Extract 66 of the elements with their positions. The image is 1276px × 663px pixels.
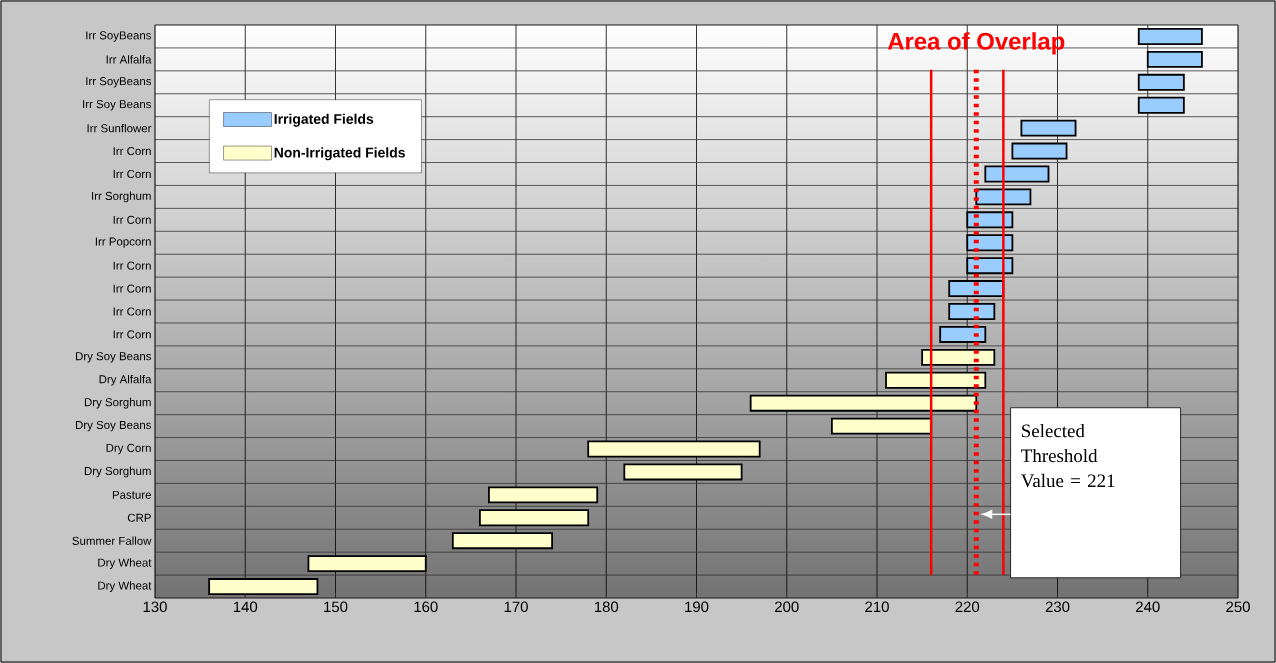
bar bbox=[921, 348, 996, 366]
x-tick-label: 160 bbox=[414, 601, 438, 613]
y-tick-label: Dry Sorghum bbox=[84, 466, 151, 478]
bar bbox=[1137, 96, 1185, 114]
y-tick-label: Irr Corn bbox=[113, 261, 151, 270]
bar bbox=[984, 165, 1050, 183]
ref-line-label: Selected Threshold Value = 221 bbox=[1021, 423, 1115, 488]
bar bbox=[479, 509, 590, 527]
y-tick-label: Dry Soy Beans bbox=[76, 420, 152, 432]
y-tick-label: Irr Soy Beans bbox=[83, 100, 152, 111]
bar bbox=[885, 371, 987, 389]
bar bbox=[966, 257, 1014, 275]
bar bbox=[1020, 119, 1077, 137]
y-tick-label: Irr Corn bbox=[113, 169, 151, 179]
y-tick-label: Irr Sorghum bbox=[92, 191, 151, 203]
y-tick-label: Dry Sorghum bbox=[84, 397, 151, 409]
bar bbox=[623, 463, 743, 481]
bar bbox=[1011, 142, 1068, 160]
y-tick-label: Summer Fallow bbox=[72, 536, 152, 545]
bar bbox=[488, 486, 599, 504]
bar bbox=[307, 555, 427, 573]
bar bbox=[948, 280, 1005, 298]
bar bbox=[587, 440, 761, 458]
bar bbox=[749, 394, 978, 412]
bar bbox=[1137, 73, 1185, 91]
legend-label: Non-Irrigated Fields bbox=[274, 147, 405, 161]
y-tick-label: Dry Alfalfa bbox=[99, 374, 152, 386]
bar bbox=[208, 578, 319, 596]
bar bbox=[975, 188, 1032, 206]
y-tick-label: CRP bbox=[127, 513, 151, 522]
x-tick-label: 170 bbox=[504, 601, 528, 613]
x-tick-label: 190 bbox=[685, 601, 709, 613]
y-tick-label: Irr Popcorn bbox=[95, 237, 151, 248]
y-tick-label: Irr Corn bbox=[113, 307, 151, 316]
bar bbox=[966, 211, 1014, 229]
bar bbox=[830, 417, 933, 435]
y-tick-label: Irr Sunflower bbox=[87, 123, 152, 133]
y-tick-label: Irr Alfalfa bbox=[106, 55, 152, 64]
x-tick-label: 230 bbox=[1045, 601, 1070, 613]
y-tick-label: Irr Corn bbox=[113, 284, 151, 293]
x-tick-label: 140 bbox=[233, 601, 258, 613]
x-tick-label: 250 bbox=[1226, 601, 1250, 613]
bar bbox=[939, 325, 987, 343]
y-tick-label: Irr Corn bbox=[113, 147, 151, 156]
y-tick-label: Dry Corn bbox=[106, 443, 151, 455]
x-tick-label: 150 bbox=[324, 601, 348, 613]
y-tick-label: Irr SoyBeans bbox=[86, 77, 152, 88]
bar bbox=[948, 303, 996, 320]
y-tick-label: Irr SoyBeans bbox=[86, 31, 152, 42]
bar bbox=[451, 532, 554, 550]
bar bbox=[966, 234, 1014, 252]
bar bbox=[1146, 50, 1203, 68]
y-tick-label: Dry Wheat bbox=[98, 581, 152, 592]
y-tick-label: Pasture bbox=[112, 490, 151, 499]
x-tick-label: 130 bbox=[143, 601, 167, 613]
y-tick-label: Dry Soy Beans bbox=[76, 352, 152, 363]
x-tick-label: 200 bbox=[775, 601, 799, 613]
x-tick-label: 240 bbox=[1136, 601, 1160, 613]
y-tick-label: Irr Corn bbox=[113, 330, 151, 339]
x-tick-label: 180 bbox=[594, 601, 619, 613]
legend-label: Irrigated Fields bbox=[274, 113, 374, 127]
bar bbox=[1137, 28, 1203, 45]
y-tick-label: Irr Corn bbox=[113, 215, 151, 224]
x-tick-label: 220 bbox=[955, 601, 980, 613]
x-tick-label: 210 bbox=[865, 601, 889, 613]
y-tick-label: Dry Wheat bbox=[98, 558, 152, 569]
